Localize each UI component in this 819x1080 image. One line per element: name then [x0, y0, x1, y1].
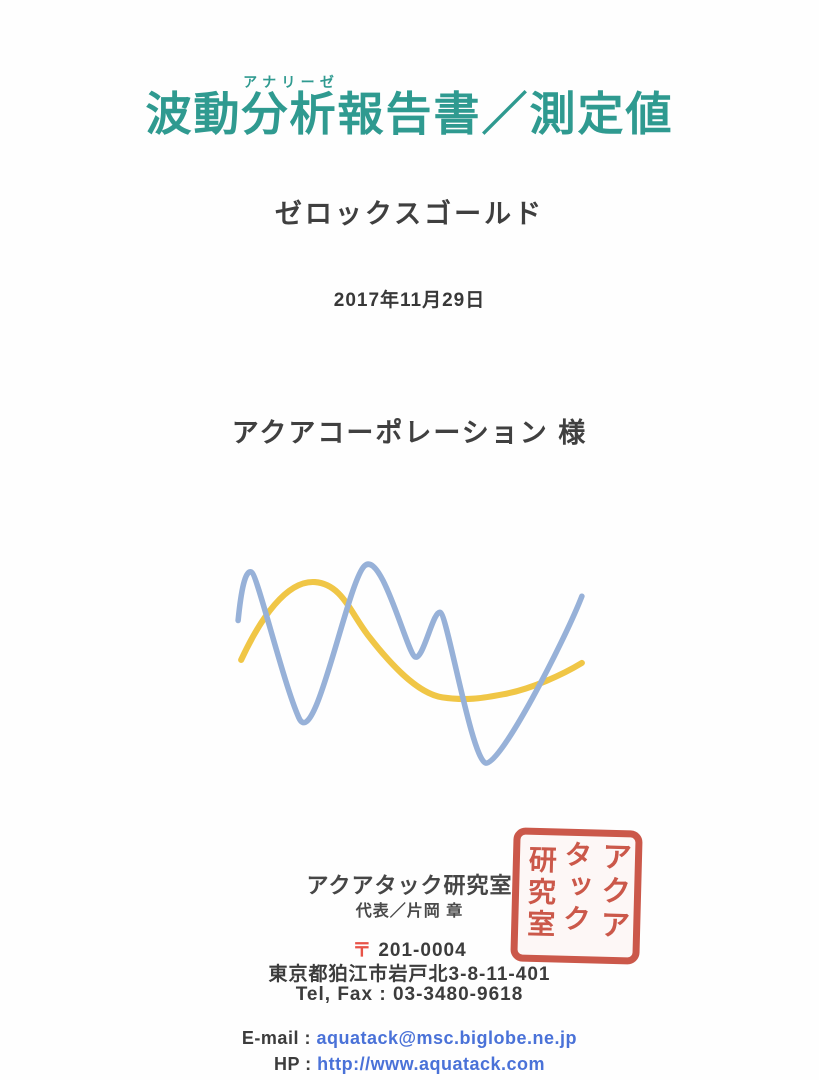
homepage-link[interactable]: http://www.aquatack.com	[317, 1054, 546, 1074]
homepage-line: HP : http://www.aquatack.com	[0, 1054, 819, 1075]
blue-wave-path	[235, 561, 585, 766]
recipient-name: アクアコーポレーション 様	[231, 418, 588, 448]
postal-code: 201-0004	[378, 940, 467, 961]
title-suffix: 報告書／測定値	[337, 88, 674, 140]
company-address: 東京都狛江市岩戸北3-8-11-401	[268, 964, 551, 985]
title-ruby-group: 分析アナリーゼ	[241, 74, 338, 140]
email-line: E-mail : aquatack@msc.biglobe.ne.jp	[0, 1028, 819, 1049]
tel-fax-line: Tel, Fax : 03-3480-9618	[295, 984, 524, 1005]
title-ruby-base: 分析	[241, 88, 338, 140]
page-title: 波動分析アナリーゼ報告書／測定値	[0, 74, 819, 141]
company-name: アクアタック研究室	[306, 873, 513, 898]
homepage-label: HP :	[273, 1054, 318, 1074]
postal-code-line: 〒 201-0004	[0, 935, 819, 962]
title-ruby-text: アナリーゼ	[241, 74, 338, 90]
yellow-wave-path	[238, 579, 585, 703]
wave-decoration-graphic	[228, 550, 592, 782]
subject-name: ゼロックスゴールド	[274, 199, 545, 229]
email-link[interactable]: aquatack@msc.biglobe.ne.jp	[316, 1028, 578, 1048]
representative-name: 代表／片岡 章	[355, 903, 464, 920]
wave-svg	[235, 561, 585, 766]
postal-mark-icon: 〒	[352, 940, 373, 961]
title-prefix: 波動	[145, 88, 242, 140]
measurement-date: 2017年11月29日	[333, 290, 486, 311]
email-label: E-mail :	[241, 1028, 317, 1048]
